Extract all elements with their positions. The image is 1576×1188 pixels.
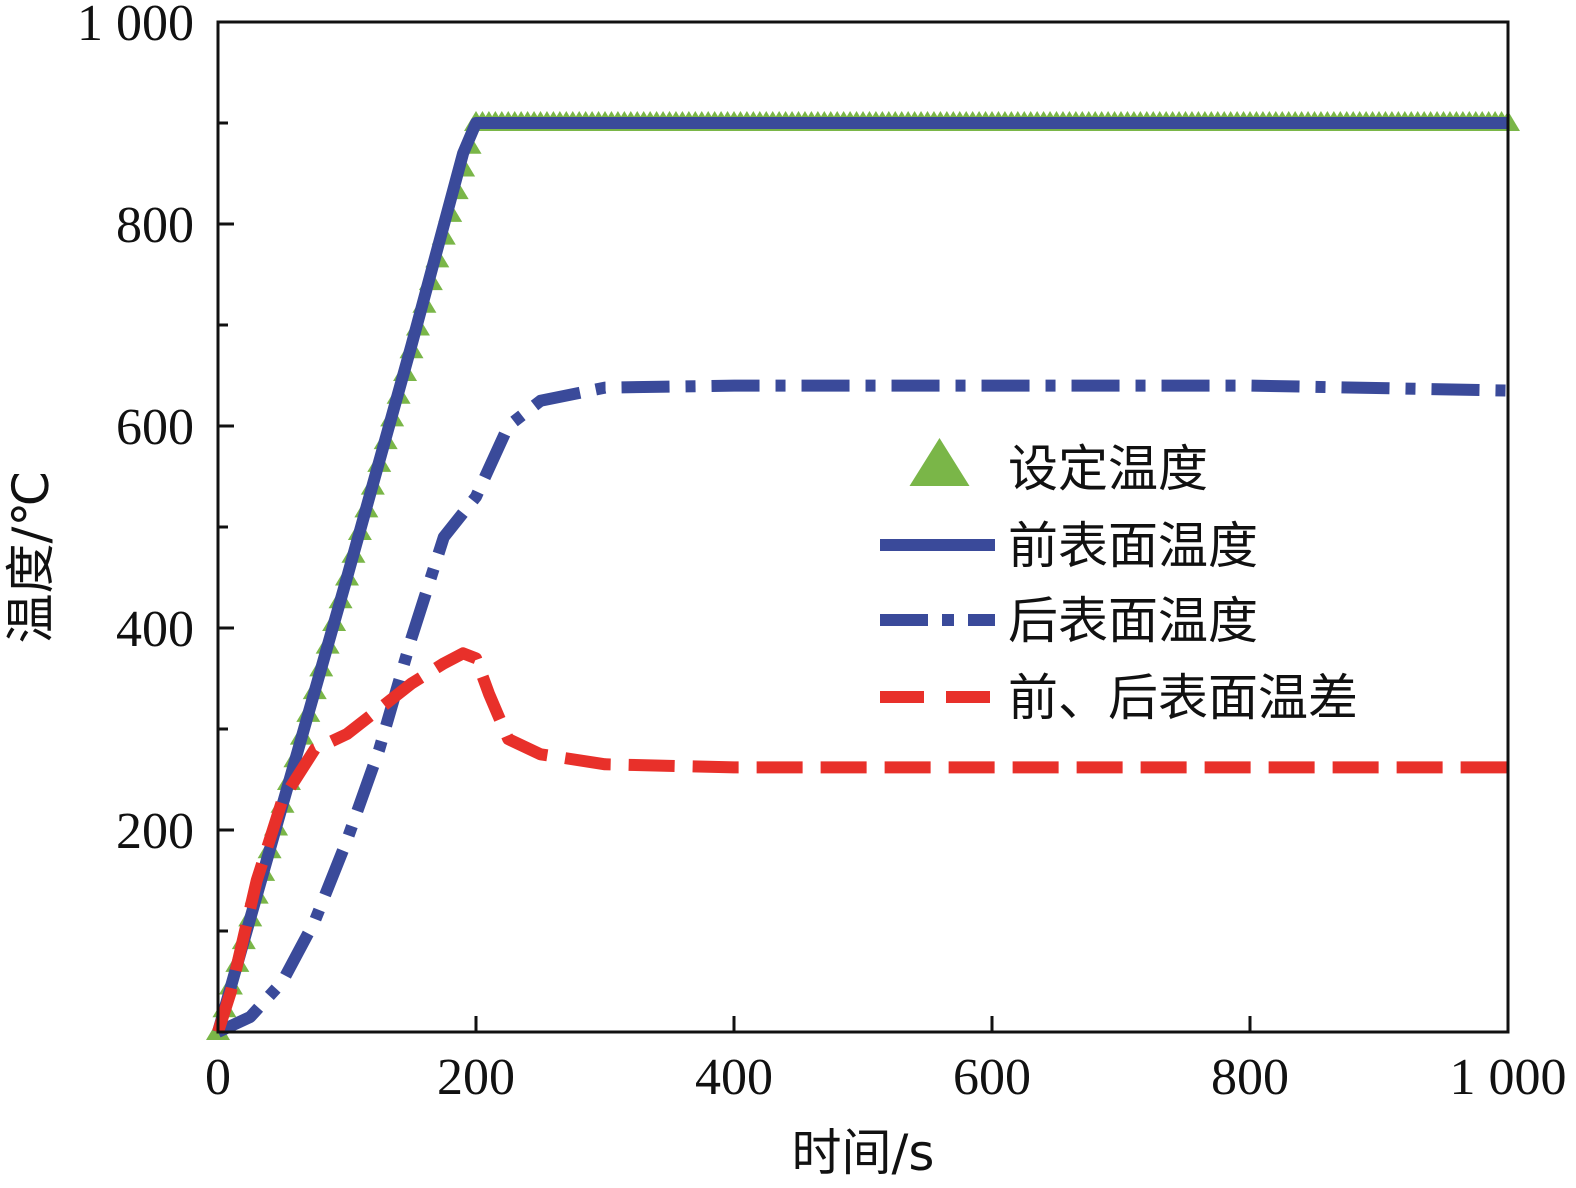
x-tick-label: 600: [953, 1049, 1031, 1106]
x-tick-label: 1 000: [1450, 1049, 1567, 1106]
legend-item: 后表面温度: [880, 592, 1258, 650]
legend-label: 设定温度: [1008, 440, 1208, 498]
y-tick-label: 800: [116, 197, 194, 254]
y-tick-label: 400: [116, 601, 194, 658]
x-tick-label: 200: [437, 1049, 515, 1106]
legend-item: 前表面温度: [880, 517, 1258, 575]
legend-label: 后表面温度: [1008, 592, 1258, 650]
plot-frame: [216, 20, 1510, 1034]
y-tick-label: 1 000: [77, 0, 194, 52]
x-tick-label: 800: [1211, 1049, 1289, 1106]
x-tick-label: 0: [205, 1049, 231, 1106]
y-axis-title: 温度/℃: [2, 471, 60, 644]
y-tick-label: 200: [116, 803, 194, 860]
legend-swatch: [909, 438, 970, 486]
y-tick-label: 600: [116, 399, 194, 456]
axis-ticks: 0 200 400 600 800 1 000 200 400 600 800 1 000: [77, 0, 1567, 1106]
legend-item: 前、后表面温差: [880, 669, 1358, 727]
series-layer: [206, 111, 1520, 1040]
legend-label: 前表面温度: [1008, 517, 1258, 575]
x-axis-title: 时间/s: [792, 1124, 935, 1182]
series-line-1: [212, 117, 1508, 1034]
series-0: [206, 111, 1520, 1040]
legend-label: 前、后表面温差: [1008, 669, 1358, 727]
x-tick-label: 400: [695, 1049, 773, 1106]
series-line-2: [215, 379, 1509, 1038]
series-line-3: [212, 647, 1508, 1034]
legend-item: 设定温度: [909, 438, 1208, 498]
